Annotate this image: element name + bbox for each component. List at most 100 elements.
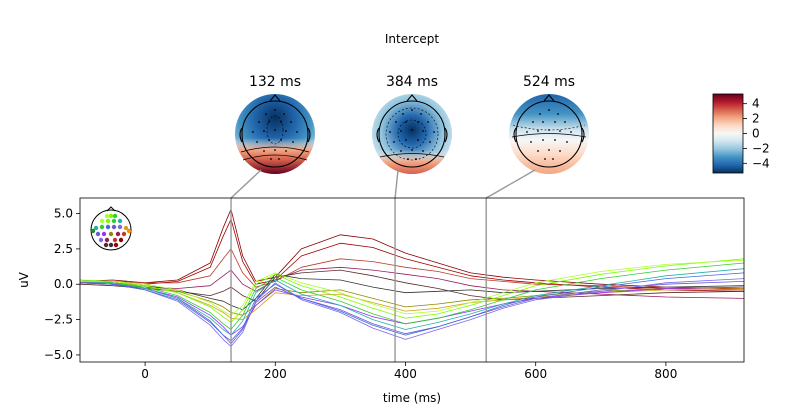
sensor-dot xyxy=(280,121,282,123)
sensor-dot xyxy=(530,141,532,143)
legend-sensor-dot xyxy=(117,224,123,230)
sensor-dot xyxy=(537,130,539,132)
sensor-dot xyxy=(265,113,267,115)
sensor-dot xyxy=(537,150,539,152)
sensor-dot xyxy=(389,131,391,133)
colorbar-tick-label: 0 xyxy=(752,127,760,141)
sensor-dot xyxy=(548,149,550,151)
sensor-trace xyxy=(80,208,744,289)
sensor-dot xyxy=(542,121,544,123)
sensor-dot xyxy=(252,131,254,133)
sensor-trace xyxy=(80,282,744,336)
sensor-dot xyxy=(270,158,272,160)
sensor-dot xyxy=(548,109,550,111)
sensor-dot xyxy=(274,149,276,151)
x-tick-label: 600 xyxy=(524,367,547,381)
sensor-dot xyxy=(554,121,556,123)
sensor-dot xyxy=(405,139,407,141)
sensor-dot xyxy=(290,121,292,123)
legend-sensor-dot xyxy=(108,231,114,237)
sensor-dot xyxy=(422,150,424,152)
y-tick-label: −2.5 xyxy=(44,313,73,327)
sensor-trace xyxy=(80,218,744,292)
legend-sensor-dot xyxy=(117,218,123,224)
sensor-dot xyxy=(280,139,282,141)
sensor-dot xyxy=(407,158,409,160)
sensor-dot xyxy=(539,113,541,115)
sensor-dot xyxy=(274,109,276,111)
y-tick-label: 0.0 xyxy=(54,277,73,291)
legend-sensor-dot xyxy=(111,218,117,224)
sensor-dot xyxy=(268,139,270,141)
sensor-dot xyxy=(278,158,280,160)
sensor-dot xyxy=(283,113,285,115)
sensor-dot xyxy=(427,121,429,123)
legend-sensor-dot xyxy=(108,213,114,219)
y-tick-label: 5.0 xyxy=(54,207,73,221)
sensor-dot xyxy=(393,141,395,143)
legend-sensor-dot xyxy=(99,218,105,224)
sensor-dot xyxy=(420,113,422,115)
sensor-dot xyxy=(395,121,397,123)
sensor-dot xyxy=(415,158,417,160)
sensor-dot xyxy=(526,131,528,133)
topomap-384ms: 384 ms xyxy=(372,74,452,174)
sensor-trace xyxy=(80,248,744,291)
legend-sensor-dot xyxy=(123,225,129,231)
legend-sensor-dot xyxy=(95,231,101,237)
topomap-connector-line xyxy=(230,169,262,199)
sensor-trace xyxy=(80,281,744,320)
colorbar-gradient xyxy=(712,93,744,174)
sensor-dot xyxy=(292,141,294,143)
sensor-dot xyxy=(542,139,544,141)
topomap-time-label: 132 ms xyxy=(249,74,301,90)
sensor-dot xyxy=(422,130,424,132)
legend-sensor-dot xyxy=(103,242,109,248)
x-axis-label: time (ms) xyxy=(383,391,441,405)
legend-sensor-dot xyxy=(101,231,107,237)
x-tick-label: 0 xyxy=(141,367,149,381)
sensor-dot xyxy=(268,121,270,123)
legend-sensor-dot xyxy=(108,242,114,248)
legend-sensor-dot xyxy=(105,224,111,230)
colorbar-tick-label: 2 xyxy=(752,112,760,126)
sensor-trace xyxy=(80,282,744,316)
sensor-dot xyxy=(411,129,413,131)
sensor-dot xyxy=(544,158,546,160)
sensor-trace xyxy=(80,259,744,316)
plot-frame xyxy=(79,197,745,363)
y-tick-label: −5.0 xyxy=(44,348,73,362)
sensor-dot xyxy=(429,141,431,143)
legend-sensor-dot xyxy=(104,213,110,219)
sensor-dot xyxy=(552,158,554,160)
sensor-dot xyxy=(559,150,561,152)
butterfly-plot: 0 200 400 600 800 −5.0 −2.5 0.0 2.5 5.0 time (ms… xyxy=(17,197,745,405)
legend-sensor-dot xyxy=(105,218,111,224)
topomap-connector-line xyxy=(485,169,536,199)
colorbar: 420−2−4 xyxy=(712,93,770,174)
sensor-trace xyxy=(80,262,744,330)
legend-sensor-dot xyxy=(99,224,105,230)
y-axis-label: uV xyxy=(17,271,31,288)
sensor-dot xyxy=(285,130,287,132)
sensor-dot xyxy=(285,150,287,152)
sensor-dot xyxy=(263,130,265,132)
sensor-dot xyxy=(263,150,265,152)
topomap-524ms: 524 ms xyxy=(509,74,589,174)
legend-sensor-dot xyxy=(104,237,110,243)
sensor-dot xyxy=(557,113,559,115)
topomap-time-label: 384 ms xyxy=(386,74,438,90)
sensor-dot xyxy=(559,130,561,132)
legend-sensor-dot xyxy=(112,213,118,219)
sensor-trace xyxy=(80,272,744,342)
sensor-trace xyxy=(80,273,744,311)
topomap-time-label: 524 ms xyxy=(523,74,575,90)
sensor-trace xyxy=(80,278,744,347)
x-tick-label: 800 xyxy=(654,367,677,381)
colorbar-tick-label: −4 xyxy=(752,156,770,170)
colorbar-tick-label: 4 xyxy=(752,97,760,111)
sensor-dot xyxy=(256,141,258,143)
sensor-dot xyxy=(417,121,419,123)
topomap-connectors xyxy=(230,169,536,199)
legend-sensor-dot xyxy=(115,231,121,237)
